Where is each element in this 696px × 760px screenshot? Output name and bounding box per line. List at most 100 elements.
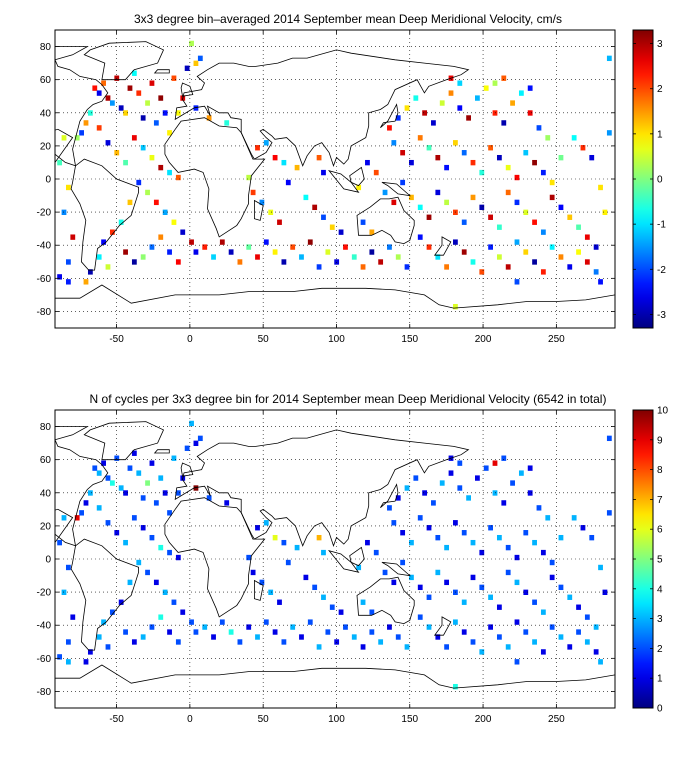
data-bin (197, 55, 203, 62)
data-bin (131, 135, 137, 141)
data-bin (606, 435, 612, 442)
data-bin (250, 569, 256, 576)
data-bin (444, 544, 450, 551)
data-bin (272, 534, 278, 541)
data-bin (65, 184, 71, 191)
cycles-panel: N of cycles per 3x3 degree bin for 2014 … (0, 380, 696, 760)
data-bin (496, 224, 502, 230)
data-bin (527, 465, 533, 471)
colorbar-tick-label: 2 (657, 84, 663, 95)
data-bin (312, 584, 318, 591)
data-bin (167, 130, 172, 136)
data-bin (382, 189, 388, 196)
data-bin (263, 239, 269, 245)
data-bin (514, 659, 520, 665)
data-bin (461, 629, 467, 635)
data-bin (426, 624, 432, 630)
data-bin (496, 534, 502, 541)
coastline (254, 579, 264, 601)
data-bin (510, 480, 515, 486)
data-bin (387, 125, 392, 131)
data-bin (540, 229, 546, 235)
data-bin (290, 244, 296, 250)
data-bin (158, 475, 164, 481)
data-bin (123, 110, 128, 116)
data-bin (145, 189, 150, 196)
x-tick-label: 0 (187, 334, 193, 345)
data-bin (219, 619, 225, 625)
data-bin (321, 169, 326, 176)
data-bin (101, 619, 106, 625)
data-bin (329, 224, 335, 230)
data-bin (598, 279, 603, 285)
data-bin (140, 254, 146, 260)
data-bin (602, 589, 608, 595)
data-bin (351, 634, 357, 640)
data-bin (558, 154, 564, 161)
data-bin (369, 629, 375, 635)
data-bin (263, 520, 269, 526)
coastline (328, 169, 360, 193)
coastline (55, 46, 109, 167)
coastline (55, 284, 615, 328)
data-bin (356, 184, 362, 191)
data-bin (558, 534, 564, 541)
data-bin (259, 579, 265, 586)
data-bin (540, 269, 546, 275)
data-bin (114, 530, 120, 536)
data-bin (224, 500, 230, 506)
chart-title: N of cycles per 3x3 degree bin for 2014 … (89, 392, 607, 406)
data-bin (527, 490, 533, 496)
data-bin (149, 534, 155, 541)
data-bin (153, 500, 159, 506)
data-bin (189, 619, 194, 625)
data-bin (395, 254, 401, 260)
data-bin (422, 110, 428, 116)
data-bin (351, 254, 357, 260)
data-bin (105, 520, 111, 526)
data-bin (92, 465, 98, 471)
data-bin (250, 189, 256, 196)
colorbar-tick-label: 8 (657, 465, 663, 476)
data-bin (373, 169, 379, 176)
data-bin (83, 500, 89, 506)
data-bin (584, 259, 590, 265)
data-bin (431, 500, 436, 506)
data-bin (435, 254, 441, 260)
data-bin (453, 520, 458, 526)
data-bin (369, 249, 375, 255)
data-bin (558, 584, 564, 591)
coastline (174, 429, 470, 548)
data-bin (167, 629, 172, 635)
data-bin (259, 199, 265, 206)
data-bin (417, 614, 423, 620)
data-bin (140, 634, 146, 640)
data-bin (149, 244, 155, 250)
coastline (381, 181, 412, 197)
data-bin (74, 135, 80, 141)
data-bin (131, 259, 137, 265)
x-tick-label: 0 (187, 714, 193, 725)
data-bin (466, 115, 471, 121)
data-bin (496, 254, 502, 260)
y-tick-label: 80 (40, 42, 52, 53)
colorbar-tick-label: 2 (657, 644, 663, 655)
data-bin (321, 549, 326, 556)
coastline (153, 449, 170, 454)
data-bin (549, 194, 555, 201)
data-bin (514, 279, 520, 285)
data-bin (158, 234, 164, 240)
data-bin (307, 239, 313, 245)
data-bin (109, 609, 115, 615)
data-bin (105, 264, 111, 270)
data-bin (127, 579, 133, 586)
data-bin (540, 549, 546, 556)
colorbar-tick-label: 5 (657, 555, 663, 566)
data-bin (479, 169, 485, 176)
data-bin (576, 629, 581, 635)
data-bin (131, 70, 137, 76)
data-bin (501, 120, 507, 126)
data-bin (118, 599, 124, 605)
data-bin (202, 624, 208, 630)
map-layer (55, 420, 615, 708)
